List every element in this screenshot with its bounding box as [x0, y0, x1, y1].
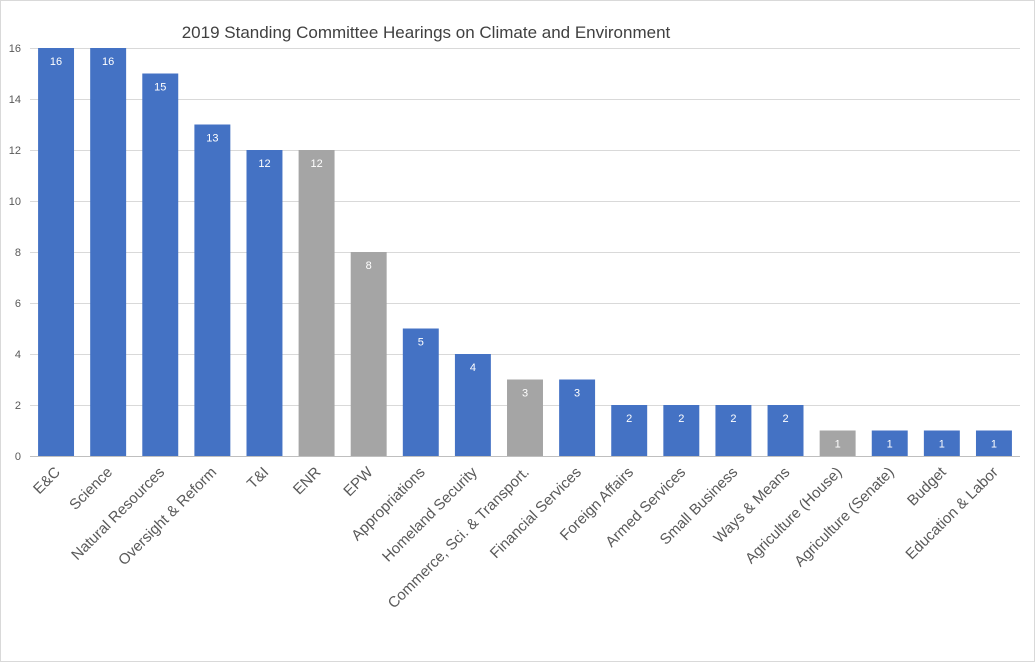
x-tick-label: Science	[66, 464, 116, 514]
y-tick-label: 2	[15, 400, 21, 412]
bar	[819, 430, 856, 456]
y-tick-label: 16	[9, 43, 21, 55]
data-labels: 16 16 15 13 12 12 8 5 4 3 3 2 2 2 2 1 1 1 1	[50, 56, 997, 451]
data-label: 13	[206, 133, 218, 145]
data-label: 1	[939, 439, 945, 451]
data-label: 3	[522, 388, 528, 400]
bar	[767, 405, 804, 456]
bar	[871, 430, 908, 456]
bar	[454, 354, 491, 456]
y-tick-label: 10	[9, 196, 21, 208]
x-tick-label: EPW	[340, 463, 377, 500]
x-tick-label: Oversight & Reform	[115, 464, 220, 569]
y-axis: 0 2 4 6 8 10 12 14 16	[9, 43, 21, 463]
bar	[715, 405, 752, 456]
y-tick-label: 0	[15, 451, 21, 463]
bar	[559, 379, 596, 456]
bar	[246, 150, 283, 456]
x-tick-label: Homeland Security	[379, 463, 481, 565]
data-label: 2	[626, 413, 632, 425]
chart-title: 2019 Standing Committee Hearings on Clim…	[182, 23, 671, 42]
data-label: 4	[470, 362, 476, 374]
y-tick-label: 14	[9, 94, 21, 106]
y-tick-label: 6	[15, 298, 21, 310]
x-tick-label: Agriculture (House)	[742, 464, 845, 567]
bar	[663, 405, 700, 456]
data-label: 1	[887, 439, 893, 451]
x-tick-label: Budget	[904, 463, 950, 509]
bar	[611, 405, 648, 456]
data-label: 12	[258, 158, 270, 170]
x-tick-label: E&C	[30, 464, 64, 498]
bars	[38, 48, 1012, 456]
data-label: 5	[418, 337, 424, 349]
bar	[923, 430, 960, 456]
x-tick-label: Financial Services	[487, 464, 585, 562]
bar	[298, 150, 335, 456]
data-label: 15	[154, 82, 166, 94]
x-tick-label: Agriculture (Senate)	[791, 464, 897, 570]
x-tick-label: Natural Resources	[68, 464, 168, 564]
bar	[38, 48, 75, 456]
x-tick-label: Education & Labor	[902, 464, 1001, 563]
data-label: 8	[366, 260, 372, 272]
bar	[194, 124, 231, 456]
data-label: 2	[730, 413, 736, 425]
x-tick-label: ENR	[290, 464, 325, 499]
y-tick-label: 12	[9, 145, 21, 157]
data-label: 1	[835, 439, 841, 451]
y-tick-label: 4	[15, 349, 21, 361]
data-label: 3	[574, 388, 580, 400]
bar	[402, 328, 439, 456]
data-label: 16	[50, 56, 62, 68]
data-label: 2	[678, 413, 684, 425]
bar	[90, 48, 127, 456]
data-label: 2	[782, 413, 788, 425]
x-tick-label: T&I	[244, 464, 273, 493]
bar	[142, 73, 179, 456]
y-tick-label: 8	[15, 247, 21, 259]
bar	[507, 379, 543, 456]
data-label: 1	[991, 439, 997, 451]
data-label: 12	[310, 158, 322, 170]
bar	[350, 252, 387, 456]
bar	[975, 430, 1012, 456]
data-label: 16	[102, 56, 114, 68]
